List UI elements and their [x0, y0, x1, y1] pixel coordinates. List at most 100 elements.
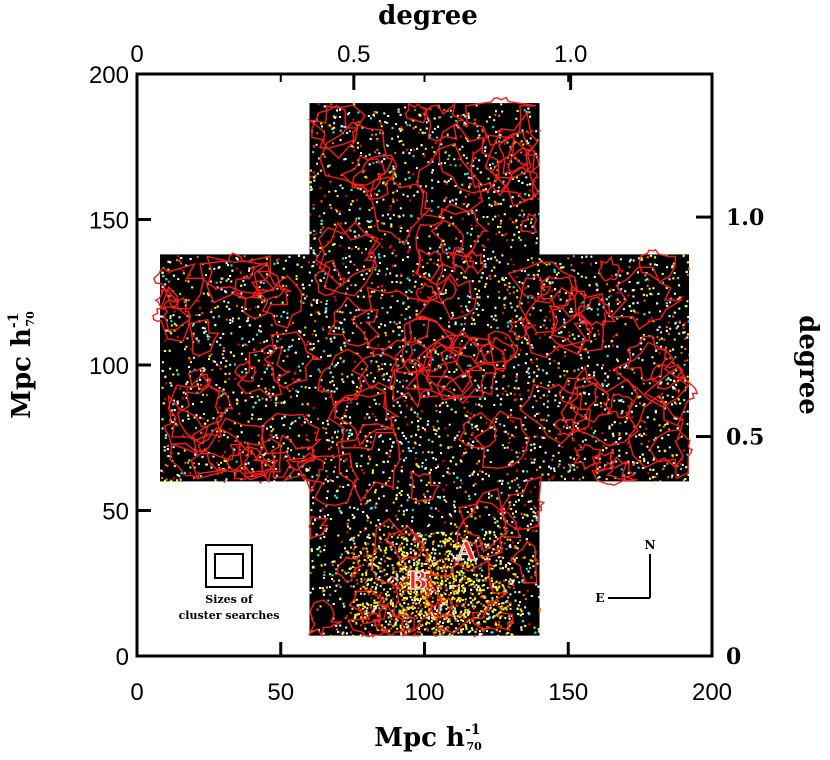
galaxy-point	[495, 174, 498, 177]
galaxy-point	[470, 177, 473, 180]
galaxy-point	[611, 452, 614, 455]
galaxy-point	[454, 411, 457, 414]
galaxy-point	[563, 321, 566, 324]
galaxy-point	[363, 190, 366, 193]
galaxy-point	[461, 351, 464, 354]
galaxy-point	[365, 560, 368, 562]
galaxy-point	[516, 373, 518, 376]
galaxy-point	[416, 236, 419, 239]
galaxy-point	[500, 219, 503, 222]
galaxy-point	[470, 446, 473, 449]
galaxy-point	[333, 223, 336, 226]
galaxy-point	[541, 436, 544, 439]
galaxy-point	[318, 546, 321, 549]
galaxy-point	[520, 316, 523, 319]
galaxy-point	[345, 458, 348, 461]
galaxy-point	[429, 495, 432, 498]
galaxy-point	[225, 478, 228, 481]
galaxy-point	[536, 386, 539, 389]
galaxy-point	[481, 272, 484, 275]
galaxy-point	[205, 394, 208, 397]
galaxy-point	[229, 363, 232, 366]
galaxy-point	[518, 335, 521, 338]
galaxy-point	[361, 368, 363, 371]
galaxy-point	[563, 318, 566, 321]
galaxy-point	[417, 634, 419, 637]
galaxy-point	[392, 501, 395, 504]
galaxy-point	[675, 402, 678, 405]
galaxy-point	[341, 236, 343, 239]
galaxy-point	[402, 214, 405, 217]
galaxy-point	[210, 353, 213, 356]
galaxy-point	[519, 539, 522, 542]
galaxy-point	[310, 247, 313, 250]
galaxy-point	[604, 438, 607, 441]
galaxy-point	[616, 358, 619, 361]
galaxy-point	[638, 433, 641, 436]
galaxy-point	[493, 518, 496, 520]
galaxy-point	[162, 402, 165, 405]
galaxy-point	[368, 483, 371, 486]
galaxy-point	[270, 324, 273, 327]
galaxy-point	[381, 222, 384, 225]
galaxy-point	[525, 538, 528, 541]
galaxy-point	[439, 633, 441, 636]
galaxy-point	[312, 502, 315, 505]
galaxy-point	[365, 489, 368, 492]
galaxy-point	[421, 465, 424, 468]
galaxy-point	[202, 292, 205, 295]
galaxy-point	[520, 322, 523, 324]
galaxy-point	[658, 450, 661, 453]
galaxy-point	[370, 577, 373, 580]
galaxy-point	[291, 387, 294, 390]
galaxy-point	[502, 357, 504, 360]
galaxy-point	[287, 348, 290, 351]
galaxy-point	[428, 582, 431, 585]
galaxy-point	[664, 407, 666, 410]
galaxy-point	[243, 283, 246, 286]
galaxy-point	[438, 265, 440, 268]
galaxy-point	[608, 295, 611, 298]
galaxy-point	[522, 143, 525, 146]
galaxy-point	[652, 380, 655, 383]
galaxy-point	[164, 339, 167, 342]
galaxy-point	[501, 479, 504, 482]
galaxy-point	[445, 181, 448, 184]
galaxy-point	[383, 112, 386, 115]
galaxy-point	[170, 479, 173, 482]
galaxy-point	[571, 333, 574, 336]
galaxy-point	[503, 430, 506, 433]
galaxy-point	[515, 375, 518, 378]
galaxy-point	[533, 213, 536, 216]
galaxy-point	[360, 454, 363, 457]
galaxy-point	[394, 464, 397, 467]
galaxy-point	[188, 366, 191, 368]
galaxy-point	[506, 393, 509, 396]
galaxy-point	[396, 189, 398, 192]
galaxy-point	[387, 413, 389, 415]
galaxy-point	[389, 375, 392, 378]
galaxy-point	[425, 458, 427, 461]
galaxy-point	[677, 474, 680, 476]
galaxy-point	[485, 120, 488, 123]
galaxy-point	[276, 262, 279, 265]
galaxy-point	[514, 575, 517, 578]
galaxy-point	[522, 446, 525, 449]
galaxy-point	[548, 263, 551, 266]
galaxy-point	[546, 277, 549, 280]
galaxy-point	[361, 469, 364, 471]
galaxy-point	[373, 115, 376, 118]
galaxy-point	[601, 432, 604, 435]
galaxy-point	[397, 480, 400, 483]
galaxy-point	[363, 169, 366, 172]
galaxy-point	[528, 396, 531, 399]
galaxy-point	[391, 564, 394, 567]
galaxy-point	[389, 272, 392, 275]
galaxy-point	[571, 269, 574, 271]
galaxy-point	[365, 194, 368, 197]
galaxy-point	[481, 634, 484, 637]
galaxy-point	[518, 192, 521, 195]
galaxy-point	[466, 562, 469, 564]
galaxy-point	[543, 283, 546, 286]
galaxy-point	[346, 615, 349, 617]
